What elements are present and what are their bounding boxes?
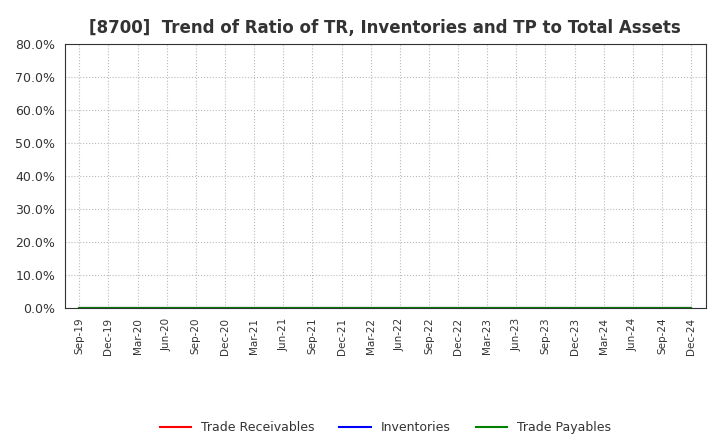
Trade Payables [337,305,346,311]
Trade Payables [599,305,608,311]
Trade Payables [279,305,287,311]
Trade Receivables [425,305,433,311]
Title: [8700]  Trend of Ratio of TR, Inventories and TP to Total Assets: [8700] Trend of Ratio of TR, Inventories… [89,19,681,37]
Inventories [599,305,608,311]
Trade Receivables [570,305,579,311]
Inventories [629,305,637,311]
Trade Receivables [75,305,84,311]
Trade Receivables [104,305,113,311]
Inventories [250,305,258,311]
Trade Payables [163,305,171,311]
Trade Receivables [483,305,492,311]
Trade Payables [570,305,579,311]
Trade Payables [425,305,433,311]
Inventories [104,305,113,311]
Trade Receivables [629,305,637,311]
Trade Payables [454,305,462,311]
Inventories [687,305,696,311]
Inventories [395,305,404,311]
Inventories [483,305,492,311]
Trade Payables [308,305,317,311]
Trade Payables [192,305,200,311]
Trade Payables [687,305,696,311]
Trade Receivables [512,305,521,311]
Trade Receivables [454,305,462,311]
Inventories [366,305,375,311]
Inventories [163,305,171,311]
Trade Receivables [192,305,200,311]
Inventories [425,305,433,311]
Trade Receivables [657,305,666,311]
Trade Receivables [541,305,550,311]
Inventories [454,305,462,311]
Trade Payables [133,305,142,311]
Trade Receivables [337,305,346,311]
Trade Payables [629,305,637,311]
Trade Payables [657,305,666,311]
Inventories [570,305,579,311]
Trade Receivables [220,305,229,311]
Trade Payables [75,305,84,311]
Trade Payables [366,305,375,311]
Legend: Trade Receivables, Inventories, Trade Payables: Trade Receivables, Inventories, Trade Pa… [155,416,616,439]
Inventories [192,305,200,311]
Inventories [308,305,317,311]
Inventories [657,305,666,311]
Trade Payables [104,305,113,311]
Trade Receivables [250,305,258,311]
Trade Receivables [279,305,287,311]
Inventories [512,305,521,311]
Trade Receivables [395,305,404,311]
Trade Receivables [599,305,608,311]
Trade Payables [483,305,492,311]
Inventories [541,305,550,311]
Inventories [133,305,142,311]
Trade Receivables [366,305,375,311]
Trade Payables [541,305,550,311]
Trade Payables [220,305,229,311]
Trade Receivables [687,305,696,311]
Trade Receivables [308,305,317,311]
Trade Payables [512,305,521,311]
Inventories [337,305,346,311]
Trade Payables [395,305,404,311]
Inventories [75,305,84,311]
Trade Receivables [163,305,171,311]
Trade Payables [250,305,258,311]
Inventories [279,305,287,311]
Trade Receivables [133,305,142,311]
Inventories [220,305,229,311]
